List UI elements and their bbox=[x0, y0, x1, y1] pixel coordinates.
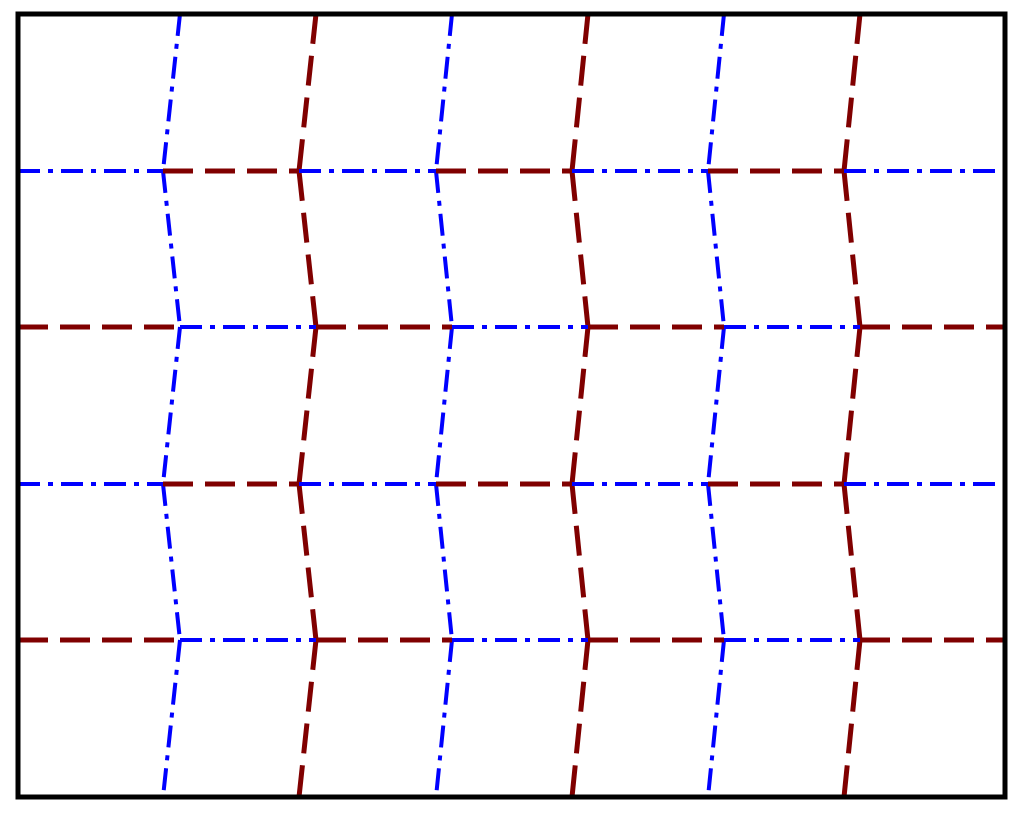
vertical-blue-line-3-segment-3 bbox=[434, 326, 454, 485]
vertical-blue-line-1-segment-2 bbox=[161, 170, 182, 328]
vertical-maroon-line-4-segment-4 bbox=[569, 483, 591, 641]
vertical-blue-line-1-segment-4 bbox=[161, 483, 182, 641]
vertical-maroon-line-4-segment-3 bbox=[569, 326, 591, 485]
vertical-blue-line-1-segment-3 bbox=[161, 326, 182, 485]
vertical-maroon-line-4-segment-5 bbox=[569, 639, 591, 798]
vertical-blue-line-3-segment-1 bbox=[434, 13, 454, 172]
vertical-maroon-line-4-segment-1 bbox=[569, 13, 591, 172]
vertical-maroon-line-4-segment-2 bbox=[569, 170, 591, 328]
vertical-blue-line-5-segment-1 bbox=[706, 13, 726, 172]
vertical-blue-line-1-segment-1 bbox=[161, 13, 182, 172]
vertical-maroon-line-2-segment-3 bbox=[296, 326, 319, 485]
vertical-maroon-line-6-segment-2 bbox=[841, 170, 863, 328]
vertical-maroon-line-6-segment-5 bbox=[841, 639, 863, 798]
vertical-blue-line-3-segment-2 bbox=[434, 170, 454, 328]
vertical-blue-line-3-segment-5 bbox=[434, 639, 454, 798]
vertical-blue-line-5-segment-2 bbox=[706, 170, 726, 328]
vertical-maroon-line-2-segment-2 bbox=[296, 170, 319, 328]
vertical-maroon-line-6-segment-4 bbox=[841, 483, 863, 641]
vertical-maroon-line-6-segment-1 bbox=[841, 13, 863, 172]
vertical-maroon-line-2-segment-4 bbox=[296, 483, 319, 641]
vertical-blue-line-3-segment-4 bbox=[434, 483, 454, 641]
vertical-blue-line-5-segment-4 bbox=[706, 483, 726, 641]
grid-lines-layer bbox=[18, 13, 1005, 798]
vertical-maroon-line-6-segment-3 bbox=[841, 326, 863, 485]
vertical-blue-line-1-segment-5 bbox=[161, 639, 182, 798]
vertical-maroon-line-2-segment-5 bbox=[296, 639, 319, 798]
vertical-blue-line-5-segment-3 bbox=[706, 326, 726, 485]
vertical-maroon-line-2-segment-1 bbox=[296, 13, 319, 172]
vertical-blue-line-5-segment-5 bbox=[706, 639, 726, 798]
outer-frame bbox=[15, 11, 1008, 800]
